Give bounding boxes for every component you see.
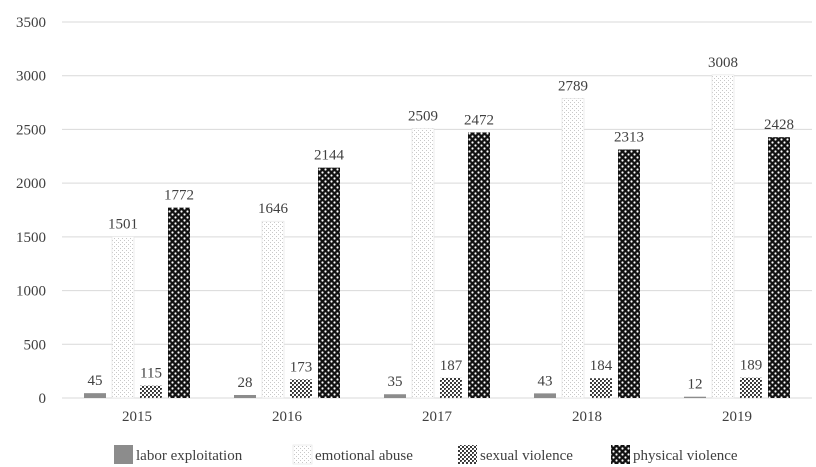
- legend-swatch-emotional-abuse: [292, 444, 313, 465]
- legend-swatch-physical-violence: [611, 445, 630, 464]
- data-label-sexual-violence-2015: 115: [140, 366, 162, 382]
- bar-sexual-violence-2018: [590, 378, 612, 398]
- bar-emotional-abuse-2015: [111, 236, 135, 399]
- data-label-labor-exploitation-2016: 28: [238, 375, 253, 391]
- legend-label-labor-exploitation: labor exploitation: [136, 448, 243, 464]
- data-labels: 45 1501 115 1772 28 1646 173 2144 35 2509 187 2472 4…: [88, 55, 795, 393]
- data-label-physical-violence-2018: 2313: [614, 130, 644, 146]
- y-axis-tick-labels: 0 500 1000 1500 2000 2500 3000 3500: [16, 15, 46, 407]
- y-tick-label: 1000: [16, 284, 46, 300]
- x-tick-label-2018: 2018: [572, 409, 602, 425]
- data-label-physical-violence-2015: 1772: [164, 188, 194, 204]
- data-label-physical-violence-2019: 2428: [764, 117, 794, 133]
- bar-labor-exploitation-2019: [684, 396, 706, 398]
- bar-sexual-violence-2019: [740, 377, 762, 398]
- y-tick-label: 1500: [16, 230, 46, 246]
- x-tick-label-2019: 2019: [722, 409, 752, 425]
- bar-physical-violence-2015: [168, 207, 190, 398]
- bar-sexual-violence-2017: [440, 377, 462, 398]
- legend-swatch-labor-exploitation: [114, 445, 133, 464]
- data-label-emotional-abuse-2015: 1501: [108, 217, 138, 233]
- data-label-labor-exploitation-2015: 45: [88, 373, 103, 389]
- y-tick-label: 2500: [16, 122, 46, 138]
- legend-label-physical-violence: physical violence: [633, 448, 738, 464]
- data-label-physical-violence-2016: 2144: [314, 148, 345, 164]
- legend: labor exploitation emotional abuse sexual …: [114, 444, 738, 465]
- legend-label-emotional-abuse: emotional abuse: [315, 448, 413, 464]
- bar-physical-violence-2017: [468, 132, 490, 398]
- data-label-emotional-abuse-2018: 2789: [558, 78, 588, 94]
- y-tick-label: 3000: [16, 69, 46, 85]
- data-label-sexual-violence-2018: 184: [590, 358, 613, 374]
- x-tick-label-2017: 2017: [422, 409, 453, 425]
- data-label-emotional-abuse-2019: 3008: [708, 55, 738, 71]
- bar-labor-exploitation-2017: [384, 394, 406, 398]
- data-label-sexual-violence-2019: 189: [740, 358, 763, 374]
- bar-labor-exploitation-2018: [534, 393, 556, 398]
- bars: [84, 74, 790, 399]
- y-tick-label: 2000: [16, 176, 46, 192]
- bar-emotional-abuse-2019: [711, 74, 735, 399]
- bar-emotional-abuse-2018: [561, 98, 585, 399]
- y-tick-label: 0: [39, 391, 47, 407]
- bar-labor-exploitation-2015: [84, 393, 106, 398]
- bar-physical-violence-2016: [318, 167, 340, 398]
- x-tick-label-2015: 2015: [122, 409, 152, 425]
- data-label-labor-exploitation-2018: 43: [538, 373, 553, 389]
- data-label-labor-exploitation-2019: 12: [688, 377, 703, 393]
- bar-emotional-abuse-2016: [261, 220, 285, 399]
- bar-physical-violence-2018: [618, 149, 640, 398]
- data-label-sexual-violence-2016: 173: [290, 359, 313, 375]
- data-label-physical-violence-2017: 2472: [464, 112, 494, 128]
- data-label-emotional-abuse-2016: 1646: [258, 201, 289, 217]
- data-label-sexual-violence-2017: 187: [440, 358, 463, 374]
- y-tick-label: 500: [24, 337, 47, 353]
- legend-label-sexual-violence: sexual violence: [480, 448, 573, 464]
- y-tick-label: 3500: [16, 15, 46, 31]
- bar-sexual-violence-2015: [140, 385, 162, 398]
- bar-physical-violence-2019: [768, 137, 790, 398]
- bar-sexual-violence-2016: [290, 379, 312, 398]
- data-label-labor-exploitation-2017: 35: [388, 374, 403, 390]
- bar-labor-exploitation-2016: [234, 394, 256, 398]
- x-tick-label-2016: 2016: [272, 409, 303, 425]
- x-axis-tick-labels: 2015 2016 2017 2018 2019: [122, 409, 752, 425]
- legend-swatch-sexual-violence: [458, 445, 477, 464]
- data-label-emotional-abuse-2017: 2509: [408, 108, 438, 124]
- bar-emotional-abuse-2017: [411, 128, 435, 399]
